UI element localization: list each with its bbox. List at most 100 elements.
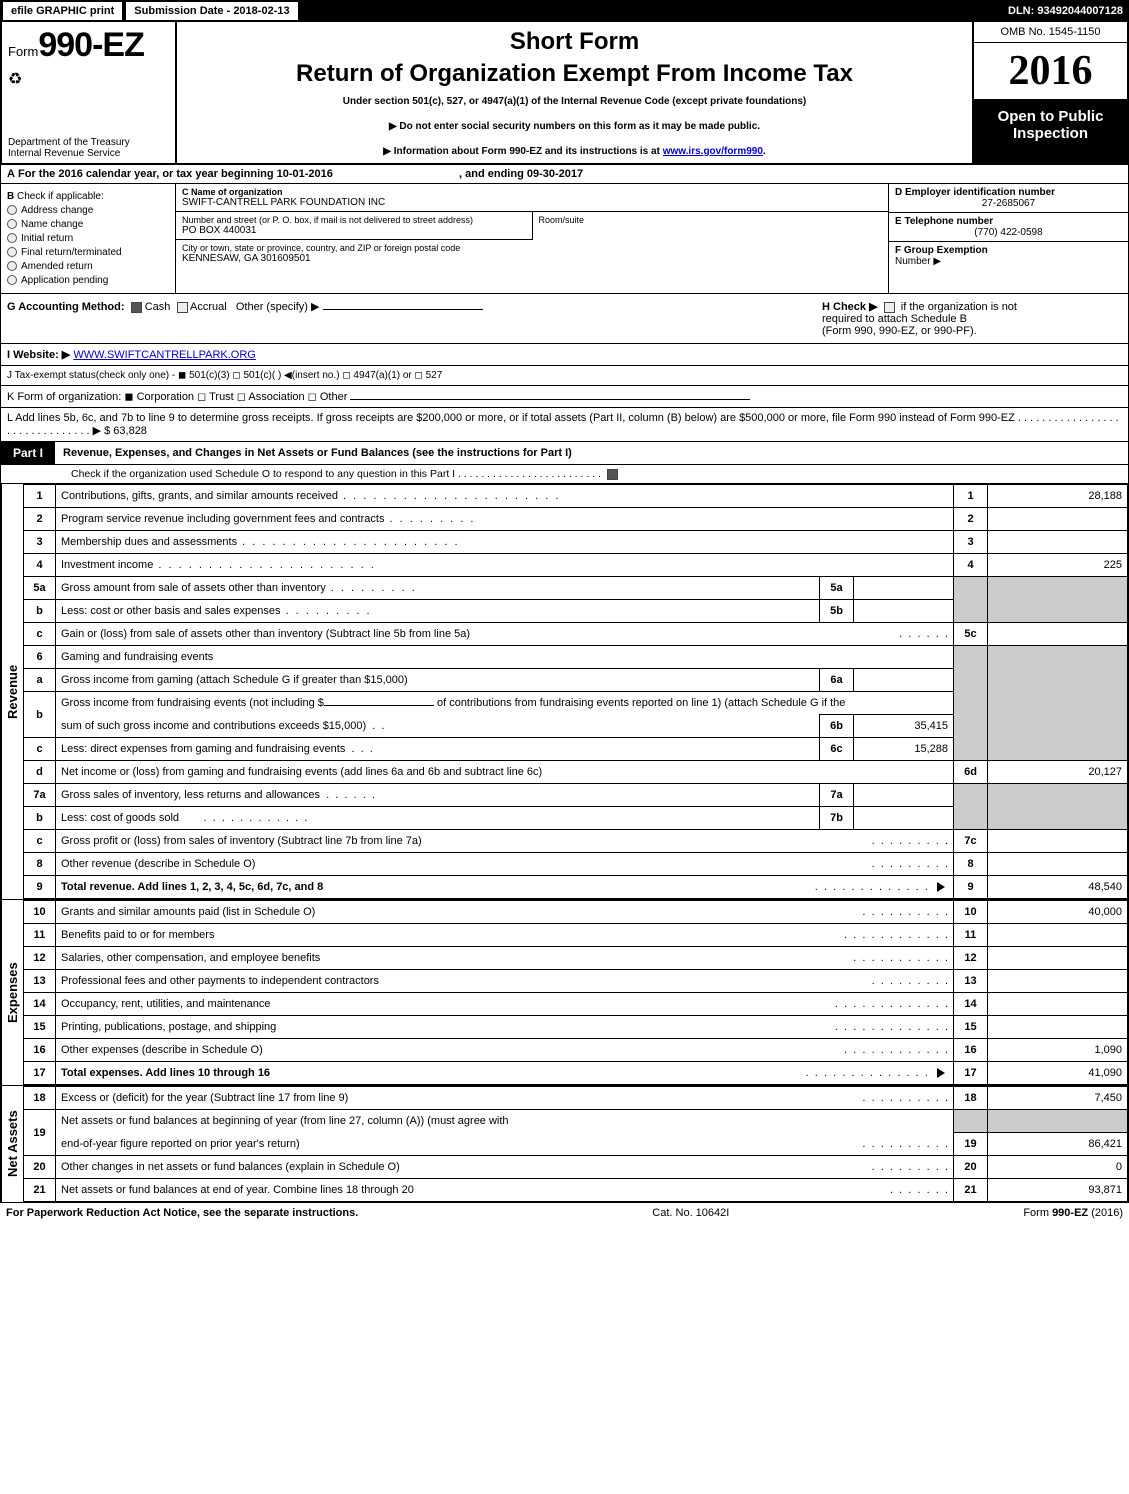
chk-initial-return[interactable]: Initial return: [7, 233, 169, 244]
recycle-icon: ♻: [8, 69, 169, 89]
t7c: Gross profit or (loss) from sales of inv…: [61, 835, 422, 847]
line-10: 10Grants and similar amounts paid (list …: [24, 901, 1128, 924]
part1-title: Revenue, Expenses, and Changes in Net As…: [55, 443, 580, 463]
form-header: Form990-EZ ♻ Department of the Treasury …: [0, 22, 1129, 165]
website-link[interactable]: WWW.SWIFTCANTRELLPARK.ORG: [73, 349, 256, 361]
mn6a: 6a: [820, 669, 854, 692]
n1: 1: [24, 485, 56, 508]
chk-address-change[interactable]: Address change: [7, 205, 169, 216]
arrow-icon: [937, 1068, 945, 1078]
cn13: 13: [954, 970, 988, 993]
t14: Occupancy, rent, utilities, and maintena…: [61, 998, 271, 1010]
label-b: B: [7, 191, 14, 202]
chk-cash[interactable]: [131, 302, 142, 313]
expenses-section: Expenses 10Grants and similar amounts pa…: [0, 900, 1129, 1086]
row-j: J Tax-exempt status(check only one) - ◼ …: [0, 366, 1129, 386]
cn17: 17: [954, 1062, 988, 1085]
mv7b: [854, 807, 954, 830]
n18: 18: [24, 1087, 56, 1110]
header-right: OMB No. 1545-1150 2016 Open to Public In…: [972, 22, 1127, 163]
label-f2: Number ▶: [895, 256, 941, 267]
v8: [988, 853, 1128, 876]
topbar-left: efile GRAPHIC print Submission Date - 20…: [0, 0, 299, 22]
line-6d: dNet income or (loss) from gaming and fu…: [24, 761, 1128, 784]
chk-h[interactable]: [884, 302, 895, 313]
chk-schedule-o[interactable]: [607, 469, 618, 480]
line-14: 14 Occupancy, rent, utilities, and mainte…: [24, 993, 1128, 1016]
room-suite-cell: Room/suite: [532, 212, 889, 240]
efile-print-button[interactable]: efile GRAPHIC print: [2, 1, 123, 21]
cn2: 2: [954, 508, 988, 531]
row-a-pre: For the 2016 calendar year, or tax year …: [18, 168, 333, 180]
mv6c: 15,288: [854, 738, 954, 761]
cn6d: 6d: [954, 761, 988, 784]
line-15: 15 Printing, publications, postage, and s…: [24, 1016, 1128, 1039]
v3: [988, 531, 1128, 554]
mn6c: 6c: [820, 738, 854, 761]
v21: 93,871: [988, 1179, 1128, 1202]
cn1: 1: [954, 485, 988, 508]
chk-amended[interactable]: Amended return: [7, 261, 169, 272]
t7b: Less: cost of goods sold: [61, 812, 179, 824]
cn5c: 5c: [954, 623, 988, 646]
cn3: 3: [954, 531, 988, 554]
chk-accrual[interactable]: [177, 302, 188, 313]
phone: (770) 422-0598: [895, 227, 1122, 238]
t21: Net assets or fund balances at end of ye…: [61, 1184, 414, 1196]
n21: 21: [24, 1179, 56, 1202]
mn7b: 7b: [820, 807, 854, 830]
t17: Total expenses. Add lines 10 through 16: [61, 1067, 270, 1079]
line-8: 8Other revenue (describe in Schedule O).…: [24, 853, 1128, 876]
cn18: 18: [954, 1087, 988, 1110]
line-6: 6Gaming and fundraising events: [24, 646, 1128, 669]
box-def: D Employer identification number 27-2685…: [888, 184, 1128, 293]
v7c: [988, 830, 1128, 853]
n11: 11: [24, 924, 56, 947]
footer-right-bold: 990-EZ: [1052, 1207, 1088, 1219]
line-11: 11Benefits paid to or for members. . . .…: [24, 924, 1128, 947]
label-e: E Telephone number: [895, 216, 993, 227]
footer-right-pre: Form: [1023, 1207, 1052, 1219]
line-18: 18Excess or (deficit) for the year (Subt…: [24, 1087, 1128, 1110]
row-l-amount: $ 63,828: [104, 425, 147, 437]
chk-final-return[interactable]: Final return/terminated: [7, 247, 169, 258]
footer: For Paperwork Reduction Act Notice, see …: [0, 1203, 1129, 1223]
cn15: 15: [954, 1016, 988, 1039]
line-7a: 7aGross sales of inventory, less returns…: [24, 784, 1128, 807]
top-bar: efile GRAPHIC print Submission Date - 20…: [0, 0, 1129, 22]
expenses-table: 10Grants and similar amounts paid (list …: [23, 900, 1128, 1085]
row-h: H Check ▶ if the organization is not req…: [822, 300, 1122, 337]
v2: [988, 508, 1128, 531]
footer-right-post: (2016): [1088, 1207, 1123, 1219]
irs-link[interactable]: www.irs.gov/form990: [663, 146, 763, 157]
cn19: 19: [954, 1133, 988, 1156]
line-3: 3Membership dues and assessments3: [24, 531, 1128, 554]
n16: 16: [24, 1039, 56, 1062]
v11: [988, 924, 1128, 947]
n13: 13: [24, 970, 56, 993]
t5b: Less: cost or other basis and sales expe…: [61, 605, 372, 617]
line-21: 21 Net assets or fund balances at end of …: [24, 1179, 1128, 1202]
street-cell: Number and street (or P. O. box, if mail…: [176, 212, 532, 240]
street-address: PO BOX 440031: [182, 225, 526, 236]
v18: 7,450: [988, 1087, 1128, 1110]
t12: Salaries, other compensation, and employ…: [61, 952, 320, 964]
n14: 14: [24, 993, 56, 1016]
part1-sub-text: Check if the organization used Schedule …: [71, 468, 601, 480]
mn7a: 7a: [820, 784, 854, 807]
label-h: H Check ▶: [822, 301, 878, 313]
chk-name-change[interactable]: Name change: [7, 219, 169, 230]
info-link-line: ▶ Information about Form 990-EZ and its …: [187, 146, 962, 157]
t15: Printing, publications, postage, and shi…: [61, 1021, 276, 1033]
t3: Membership dues and assessments: [61, 536, 460, 548]
part1-sub: Check if the organization used Schedule …: [0, 465, 1129, 484]
label-f: F Group Exemption: [895, 245, 988, 256]
chk-app-pending[interactable]: Application pending: [7, 275, 169, 286]
line-2: 2Program service revenue including gover…: [24, 508, 1128, 531]
form-990ez: 990-EZ: [38, 26, 144, 64]
cn20: 20: [954, 1156, 988, 1179]
cn21: 21: [954, 1179, 988, 1202]
cn16: 16: [954, 1039, 988, 1062]
line-17: 17 Total expenses. Add lines 10 through 1…: [24, 1062, 1128, 1085]
n17: 17: [24, 1062, 56, 1085]
